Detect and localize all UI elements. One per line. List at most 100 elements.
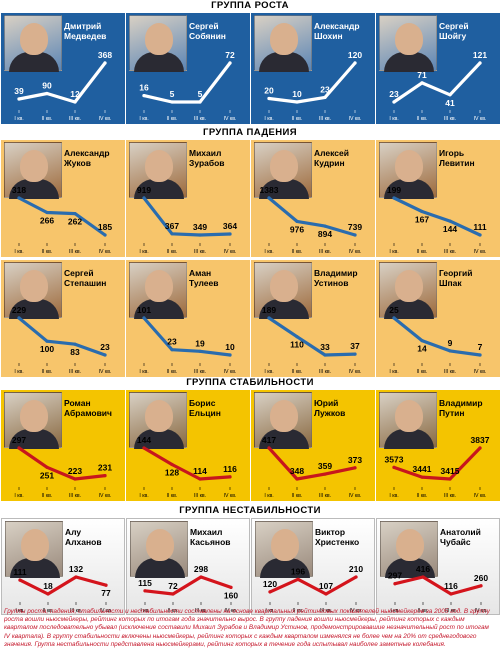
card-виктор-христенко: Виктор Христенко 120 I кв. 196 II кв. 107 III к… xyxy=(251,518,375,615)
quarter-tick-label: I кв. xyxy=(14,493,23,499)
first-name: Владимир xyxy=(314,268,358,278)
suit-shape xyxy=(259,52,309,72)
last-name: Жуков xyxy=(64,158,91,168)
quarter-tick-label: II кв. xyxy=(417,493,428,499)
data-point xyxy=(142,446,146,450)
quarter-tick-label: III кв. xyxy=(194,493,206,499)
quarter-tick-label: III кв. xyxy=(320,608,332,614)
person-name: Алу Алханов xyxy=(65,527,124,547)
series-line xyxy=(17,196,107,237)
quarter-tick-label: III кв. xyxy=(444,116,456,122)
card-владимир-устинов: Владимир Устинов 189 I кв. 110 II кв. 33 III кв… xyxy=(251,260,375,377)
last-name: Шохин xyxy=(314,31,343,41)
face-shape xyxy=(271,529,299,561)
series-line xyxy=(142,196,232,237)
line-chart: 1383 I кв. 976 II кв. 894 III кв. 739 IV кв. xyxy=(260,185,363,255)
card-сергей-собянин: Сергей Собянин 16 I кв. 5 II кв. 5 III кв. 72 IV … xyxy=(126,13,250,124)
value-label: 298 xyxy=(194,564,208,574)
suit-shape xyxy=(10,558,60,578)
portrait-photo xyxy=(254,262,312,319)
quarter-tick-label: III кв. xyxy=(195,608,207,614)
quarter-tick-label: IV кв. xyxy=(474,116,487,122)
data-point xyxy=(267,96,271,101)
suit-shape xyxy=(9,179,59,199)
series-line xyxy=(393,575,483,596)
last-name: Устинов xyxy=(314,278,349,288)
value-label: 368 xyxy=(98,50,112,60)
person-name: Михаил Касьянов xyxy=(190,527,249,547)
first-name: Михаил xyxy=(190,527,223,537)
person-name: Михаил Зурабов xyxy=(189,148,249,168)
data-point xyxy=(198,233,202,237)
quarter-tick-label: II кв. xyxy=(167,249,178,255)
last-name: Шойгу xyxy=(439,31,467,41)
line-chart: 144 I кв. 128 II кв. 114 III кв. 116 IV кв. xyxy=(137,435,237,499)
value-label: 1383 xyxy=(260,185,279,195)
value-label: 14 xyxy=(417,344,427,354)
value-label: 262 xyxy=(68,217,82,227)
first-name: Юрий xyxy=(314,398,339,408)
value-label: 5 xyxy=(198,89,203,99)
quarter-tick-label: I кв. xyxy=(264,369,273,375)
data-point xyxy=(229,585,233,589)
portrait-photo xyxy=(380,521,438,578)
suit-shape xyxy=(9,429,59,449)
face-shape xyxy=(20,150,48,182)
data-point xyxy=(267,316,271,320)
value-label: 37 xyxy=(350,341,360,351)
last-name: Медведев xyxy=(64,31,107,41)
data-point xyxy=(448,93,452,97)
value-label: 196 xyxy=(291,566,305,576)
line-chart: 417 I кв. 348 II кв. 359 III кв. 373 IV кв. xyxy=(262,435,362,499)
data-point xyxy=(143,589,147,593)
quarter-tick-label: II кв. xyxy=(292,116,303,122)
quarter-tick-label: IV кв. xyxy=(350,608,363,614)
last-name: Кудрин xyxy=(314,158,345,168)
section-title: ГРУППА НЕСТАБИЛЬНОСТИ xyxy=(0,505,500,517)
series-line xyxy=(143,575,233,596)
quarter-tick-label: II кв. xyxy=(418,608,429,614)
quarter-tick-label: II кв. xyxy=(168,608,179,614)
quarter-tick-label: I кв. xyxy=(264,249,273,255)
data-point xyxy=(267,196,271,200)
value-label: 77 xyxy=(101,588,111,598)
section-title-text: ГРУППА НЕСТАБИЛЬНОСТИ xyxy=(173,505,327,516)
value-label: 297 xyxy=(388,571,402,581)
card-сергей-степашин: Сергей Степашин 229 I кв. 100 II кв. 83 III кв.… xyxy=(1,260,125,377)
data-point xyxy=(449,592,453,596)
quarter-tick-label: I кв. xyxy=(389,116,398,122)
line-chart: 297 I кв. 416 II кв. 116 III кв. 260 IV кв. xyxy=(388,564,488,614)
data-point xyxy=(170,462,174,467)
value-label: 41 xyxy=(445,98,455,108)
value-label: 101 xyxy=(137,305,151,315)
person-name: Борис Ельцин xyxy=(189,398,249,418)
quarter-tick-label: I кв. xyxy=(15,608,24,614)
quarter-tick-label: II кв. xyxy=(167,369,178,375)
value-label: 359 xyxy=(318,461,332,471)
data-point xyxy=(420,81,424,85)
face-shape xyxy=(270,270,298,302)
quarter-tick-label: IV кв. xyxy=(224,369,237,375)
quarter-tick-label: III кв. xyxy=(444,493,456,499)
line-chart: 39 I кв. 90 II кв. 12 III кв. 368 IV кв. xyxy=(14,50,112,122)
value-label: 5 xyxy=(170,89,175,99)
portrait-photo xyxy=(5,521,63,578)
data-point xyxy=(448,349,452,353)
value-label: 10 xyxy=(292,89,302,99)
value-label: 318 xyxy=(12,185,26,195)
data-point xyxy=(448,219,452,223)
value-label: 894 xyxy=(318,229,332,239)
quarter-tick-label: I кв. xyxy=(264,116,273,122)
card-алу-алханов: Алу Алханов 111 I кв. 18 II кв. 132 III кв. 77 IV… xyxy=(1,518,125,615)
value-label: 114 xyxy=(193,466,207,476)
data-point xyxy=(295,477,299,481)
card-михаил-зурабов: Михаил Зурабов 919 I кв. 367 II кв. 349 III кв.… xyxy=(126,140,250,257)
data-point xyxy=(323,95,327,99)
quarter-tick-label: III кв. xyxy=(69,493,81,499)
person-name: Виктор Христенко xyxy=(315,527,374,547)
value-label: 90 xyxy=(42,81,52,91)
quarter-tick-label: I кв. xyxy=(390,608,399,614)
quarter-tick-label: I кв. xyxy=(14,369,23,375)
section-title-text: ГРУППА ПАДЕНИЯ xyxy=(197,127,303,138)
portrait-photo xyxy=(254,15,312,72)
